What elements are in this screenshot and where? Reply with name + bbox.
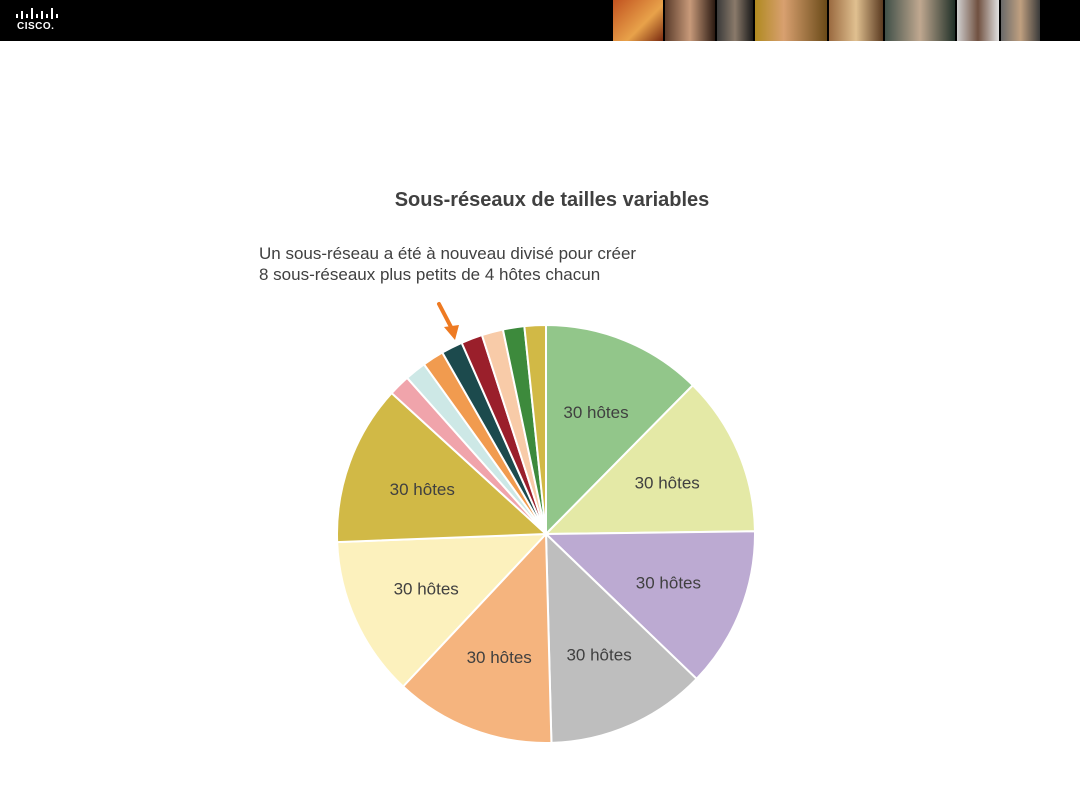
pie-slice-7 [336, 391, 549, 544]
people-photo-strip [613, 0, 1080, 41]
cisco-logo-icon [16, 8, 58, 19]
slice-label-1: 30 hôtes [563, 403, 628, 422]
photo-7 [957, 0, 999, 41]
pie-slice-6 [336, 532, 549, 688]
chart-annotation: Un sous-réseau a été à nouveau divisé po… [259, 244, 637, 284]
pie-slice-15 [523, 323, 547, 535]
pie-slice-4 [544, 531, 699, 744]
arrow-icon [437, 302, 459, 340]
slice-label-4: 30 hôtes [566, 646, 631, 665]
cisco-wordmark: CISCO. [17, 21, 55, 32]
slice-label-6: 30 hôtes [394, 580, 459, 599]
header-bar: CISCO. [0, 0, 1080, 41]
slice-label-2: 30 hôtes [635, 473, 700, 492]
photo-5 [829, 0, 883, 41]
slice-label-3: 30 hôtes [636, 573, 701, 592]
pie-slice-3 [543, 530, 756, 681]
photo-1 [613, 0, 663, 41]
photo-6 [885, 0, 955, 41]
photo-2 [665, 0, 715, 41]
pie-slice-2 [543, 383, 756, 536]
pie-slice-1 [545, 323, 695, 537]
slice-label-5: 30 hôtes [467, 648, 532, 667]
chart-title: Sous-réseaux de tailles variables [394, 189, 710, 211]
pie-slice-5 [401, 531, 553, 744]
photo-3 [717, 0, 753, 41]
slice-label-7: 30 hôtes [390, 480, 455, 499]
photo-8 [1001, 0, 1040, 41]
photo-4 [755, 0, 827, 41]
